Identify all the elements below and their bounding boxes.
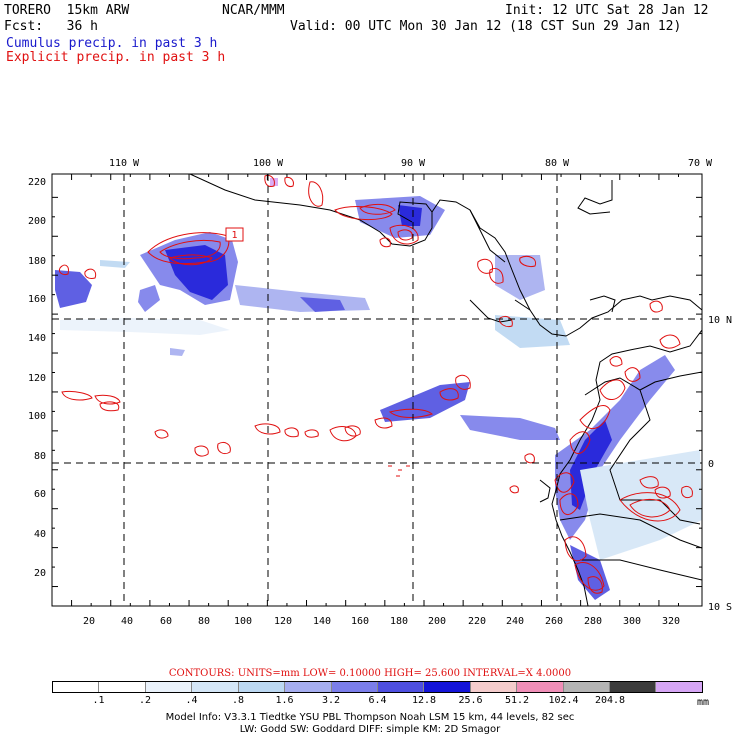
y-tick-label: 120 bbox=[28, 373, 46, 384]
y-tick-label: 220 bbox=[28, 177, 46, 188]
graticule bbox=[52, 174, 702, 606]
forecast-hour: Fcst: 36 h bbox=[4, 19, 98, 34]
x-tick-label: 320 bbox=[662, 616, 680, 627]
lat-label: 0 bbox=[708, 459, 714, 470]
x-tick-label: 120 bbox=[274, 616, 292, 627]
colorbar-tick-label: 204.8 bbox=[594, 695, 626, 706]
y-tick-label: 100 bbox=[28, 411, 46, 422]
legend-cumulus: Cumulus precip. in past 3 h bbox=[6, 36, 218, 51]
colorbar-segment bbox=[516, 682, 563, 692]
model-info-line2: LW: Godd SW: Goddard DIFF: simple KM: 2D… bbox=[239, 724, 501, 735]
init-time: Init: 12 UTC Sat 28 Jan 12 bbox=[505, 3, 709, 18]
colorbar-tick-label: .2 bbox=[138, 695, 152, 706]
colorbar-tick-label: .1 bbox=[92, 695, 105, 706]
colorbar-segment bbox=[330, 682, 377, 692]
y-tick-label: 200 bbox=[28, 216, 46, 227]
y-tick-label: 60 bbox=[34, 489, 46, 500]
colorbar-segment bbox=[284, 682, 331, 692]
colorbar-tick-label: .8 bbox=[231, 695, 245, 706]
svg-text:1: 1 bbox=[231, 230, 237, 241]
org-label: NCAR/MMM bbox=[222, 3, 285, 18]
cumulus-precip-areas bbox=[55, 178, 702, 600]
x-tick-label: 80 bbox=[198, 616, 210, 627]
y-tick-label: 20 bbox=[34, 568, 46, 579]
explicit-precip-contours bbox=[59, 175, 693, 594]
latitude-labels: 10 N 0 10 S bbox=[708, 315, 732, 613]
x-tick-label: 40 bbox=[121, 616, 133, 627]
lon-label: 70 W bbox=[688, 158, 713, 169]
colorbar-segment bbox=[423, 682, 470, 692]
contour-label: 1 bbox=[225, 227, 244, 242]
lat-label: 10 N bbox=[708, 315, 732, 326]
colorbar-segment bbox=[469, 682, 517, 692]
x-tick-label: 60 bbox=[160, 616, 172, 627]
y-tick-labels: 220 200 180 160 140 120 100 80 60 40 20 bbox=[28, 177, 46, 579]
map-frame bbox=[51, 173, 703, 607]
x-tick-label: 300 bbox=[623, 616, 641, 627]
colorbar-tick-label: 102.4 bbox=[548, 695, 579, 706]
colorbar-tick-label: 51.2 bbox=[504, 695, 530, 706]
colorbar-tick-label: .4 bbox=[185, 695, 198, 706]
x-tick-labels: 20 40 60 80 100 120 140 160 180 200 220 … bbox=[83, 616, 680, 627]
lon-label: 110 W bbox=[109, 158, 140, 169]
lon-label: 90 W bbox=[401, 158, 426, 169]
colorbar bbox=[52, 681, 703, 693]
y-tick-label: 40 bbox=[34, 529, 46, 540]
y-tick-label: 140 bbox=[28, 333, 46, 344]
longitude-labels: 110 W 100 W 90 W 80 W 70 W bbox=[109, 158, 713, 169]
y-tick-label: 80 bbox=[34, 451, 46, 462]
model-info-line1: Model Info: V3.3.1 Tiedtke YSU PBL Thomp… bbox=[165, 712, 575, 723]
x-tick-label: 100 bbox=[234, 616, 252, 627]
colorbar-segment bbox=[144, 682, 192, 692]
colorbar-segment bbox=[53, 682, 99, 692]
colorbar-tick-label: 1.6 bbox=[275, 695, 294, 706]
colorbar-unit: mm bbox=[697, 697, 710, 708]
colorbar-segment bbox=[655, 682, 702, 692]
colorbar-tick-label: 6.4 bbox=[368, 695, 387, 706]
x-tick-label: 220 bbox=[468, 616, 486, 627]
x-tick-label: 280 bbox=[584, 616, 602, 627]
x-tick-label: 240 bbox=[506, 616, 524, 627]
x-tick-label: 180 bbox=[390, 616, 408, 627]
lon-label: 100 W bbox=[253, 158, 284, 169]
colorbar-segment bbox=[562, 682, 610, 692]
colorbar-segment bbox=[376, 682, 424, 692]
valid-time: Valid: 00 UTC Mon 30 Jan 12 (18 CST Sun … bbox=[290, 19, 682, 34]
colorbar-tick-label: 12.8 bbox=[411, 695, 437, 706]
x-tick-label: 20 bbox=[83, 616, 95, 627]
x-tick-label: 260 bbox=[545, 616, 563, 627]
x-tick-label: 200 bbox=[428, 616, 446, 627]
y-tick-label: 180 bbox=[28, 256, 46, 267]
lon-label: 80 W bbox=[545, 158, 570, 169]
colorbar-segment bbox=[237, 682, 285, 692]
colorbar-segment bbox=[98, 682, 145, 692]
model-title: TORERO 15km ARW bbox=[4, 3, 130, 18]
coastlines bbox=[189, 174, 702, 606]
colorbar-tick-label: 3.2 bbox=[321, 695, 341, 706]
x-tick-label: 140 bbox=[313, 616, 331, 627]
lat-label: 10 S bbox=[708, 602, 732, 613]
y-tick-label: 160 bbox=[28, 294, 46, 305]
legend-explicit: Explicit precip. in past 3 h bbox=[6, 50, 226, 65]
colorbar-segment bbox=[191, 682, 238, 692]
contours-info: CONTOURS: UNITS=mm LOW= 0.10000 HIGH= 25… bbox=[168, 668, 572, 679]
colorbar-segment bbox=[609, 682, 656, 692]
colorbar-tick-label: 25.6 bbox=[458, 695, 483, 706]
x-tick-label: 160 bbox=[351, 616, 369, 627]
